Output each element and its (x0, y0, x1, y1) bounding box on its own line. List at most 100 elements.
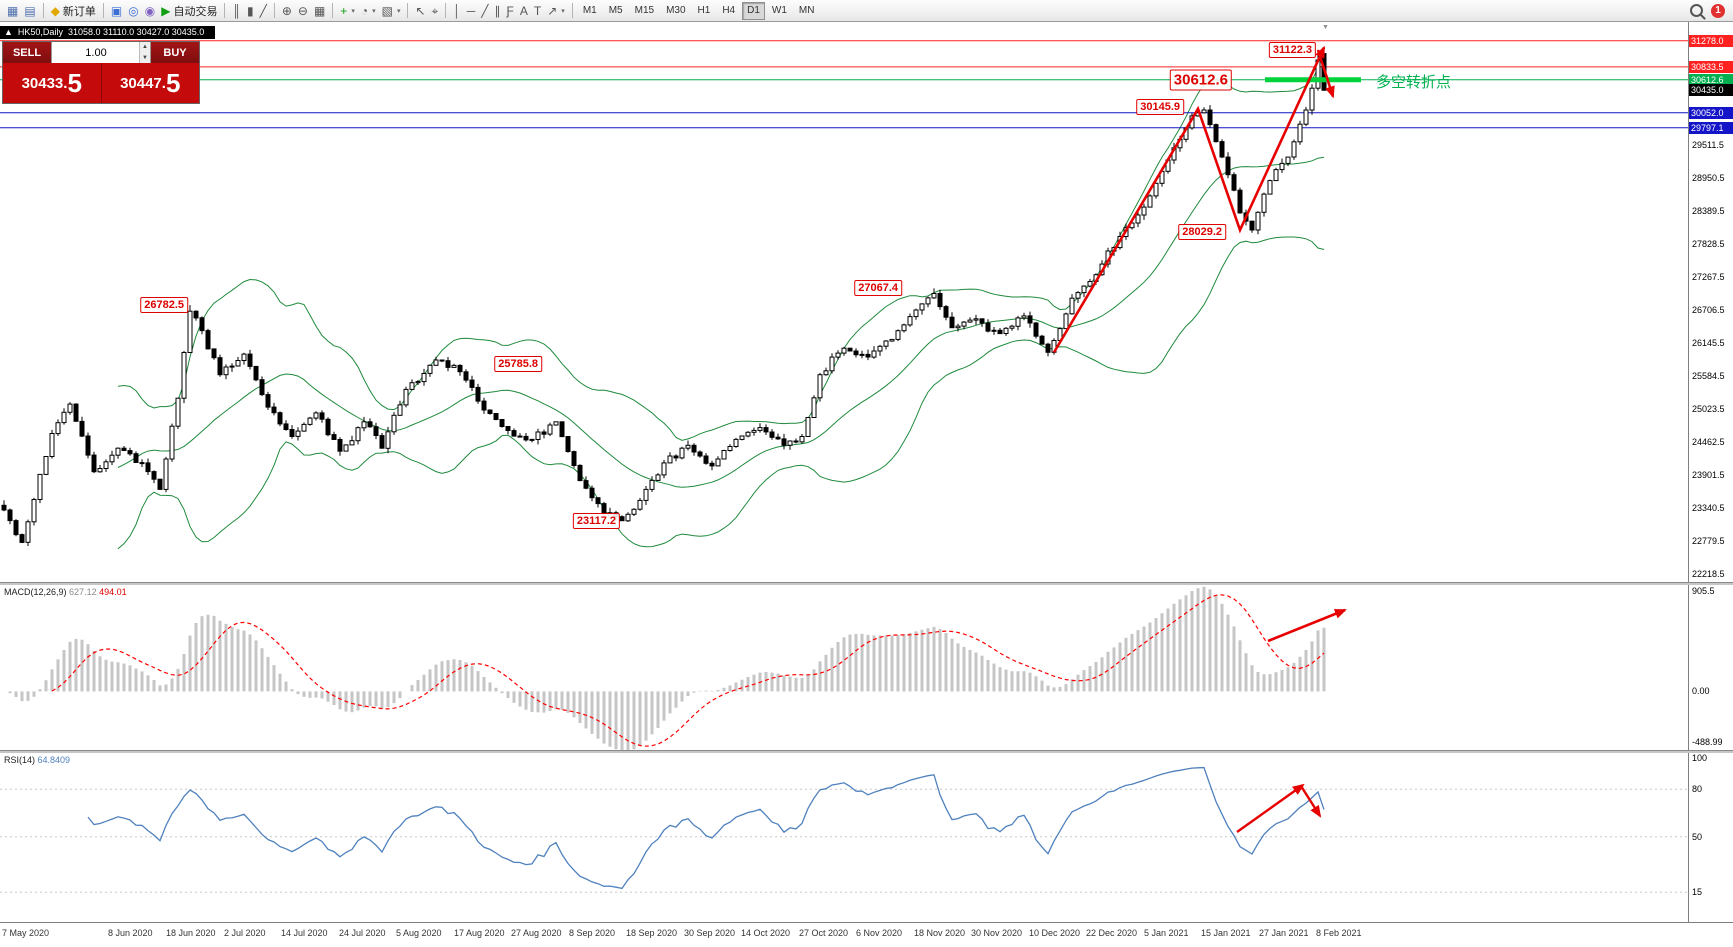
timeframe-d1[interactable]: D1 (742, 1, 765, 20)
auto-trading-button-label: 自动交易 (173, 5, 218, 18)
candle-body (763, 427, 769, 433)
candle-body (1207, 109, 1213, 126)
rsi-annotation-arrow[interactable] (1299, 785, 1322, 818)
panel-separator[interactable] (0, 582, 1733, 585)
cursor-icon[interactable]: ↖ (412, 2, 428, 20)
template-icon: ▧ (381, 3, 393, 18)
timeframe-w1[interactable]: W1 (771, 4, 787, 16)
candle-body (787, 440, 793, 446)
insert-indicator-icon[interactable]: + ▾ (337, 2, 358, 20)
level-price-label: 29797.1 (1689, 122, 1733, 134)
data-window-icon[interactable]: ◎ (125, 2, 141, 20)
bar-chart-icon[interactable]: ║ (229, 2, 244, 20)
buy-button[interactable]: BUY (151, 42, 199, 63)
time-axis-label: 2 Jul 2020 (224, 928, 266, 938)
candle-body (949, 316, 955, 329)
period-selector-icon[interactable]: ◔ ▾ (358, 2, 379, 20)
crosshair-icon[interactable]: ⌖ (429, 2, 442, 20)
candle-body (703, 455, 709, 464)
arrows-icon-caret[interactable]: ▾ (561, 7, 565, 15)
sell-button[interactable]: SELL (3, 42, 51, 63)
price-callout[interactable]: 27067.4 (854, 280, 902, 296)
vertical-line-icon: │ (453, 3, 461, 18)
vertical-line-icon[interactable]: │ (450, 2, 464, 20)
main-chart-canvas[interactable] (0, 22, 1688, 582)
price-callout[interactable]: 30612.6 (1169, 69, 1232, 91)
line-chart-icon[interactable]: ╱ (257, 2, 270, 20)
new-order-button[interactable]: ◆ 新订单 (48, 2, 99, 20)
volume-input[interactable] (52, 42, 150, 63)
oneclick-collapse-icon[interactable]: ▲ (4, 27, 13, 37)
timeframe-m30[interactable]: M30 (666, 4, 686, 16)
timeframe-h4[interactable]: H4 (722, 4, 736, 16)
equidistant-channel-icon[interactable]: ∥ (492, 2, 504, 20)
toolbar-separator (407, 3, 409, 18)
volume-increase-button[interactable]: ▲ (139, 42, 150, 53)
template-icon[interactable]: ▧ ▾ (379, 2, 404, 20)
horizontal-line-icon[interactable]: ─ (464, 2, 479, 20)
sell-price-button[interactable]: 30433. 5 (3, 63, 101, 103)
timeframe-h1[interactable]: H1 (697, 4, 711, 16)
panel-separator[interactable] (0, 750, 1733, 753)
chart-shift-marker[interactable]: ▼ (1322, 24, 1329, 31)
candlestick-chart-icon[interactable]: ▮ (244, 2, 257, 20)
time-axis[interactable]: 7 May 2020 8 Jun 2020 18 Jun 2020 2 Jul 202… (0, 922, 1733, 947)
new-chart-icon[interactable]: ▦ (4, 2, 21, 20)
timeframe-m5[interactable]: M5 (608, 4, 623, 16)
buy-price-button[interactable]: 30447. 5 (102, 63, 200, 103)
rsi-axis-label: 100 (1692, 753, 1708, 763)
template-icon-caret[interactable]: ▾ (396, 7, 401, 15)
search-icon[interactable] (1690, 4, 1703, 17)
candle-body (103, 461, 109, 469)
reversal-arrow[interactable] (1316, 49, 1335, 99)
rsi-chart-area[interactable]: RSI(14) 64.8409 (0, 753, 1688, 922)
price-axis[interactable]: 29511.5 28950.5 28389.5 27828.5 27267.5 26706… (1688, 22, 1733, 582)
timeframe-m15[interactable]: M15 (634, 4, 655, 16)
timeframe-m1[interactable]: M1 (582, 4, 597, 16)
rsi-axis[interactable]: 100 80 50 15 (1688, 753, 1733, 922)
notification-badge[interactable]: 1 (1711, 3, 1725, 18)
insert-indicator-icon-caret[interactable]: ▾ (351, 7, 355, 15)
macd-chart-area[interactable]: MACD(12,26,9) 627.12 494.01 (0, 585, 1688, 750)
price-callout[interactable]: 31122.3 (1268, 42, 1316, 58)
text-icon[interactable]: A (517, 2, 531, 20)
arrows-icon: ↗ (547, 3, 558, 18)
price-callout[interactable]: 23117.2 (572, 513, 620, 529)
candle-body (601, 503, 607, 514)
arrows-icon[interactable]: ↗ ▾ (544, 2, 568, 20)
chart-profiles-icon[interactable]: ▤ (21, 2, 38, 20)
timeframe-mn[interactable]: MN (798, 4, 815, 16)
candle-body (1027, 315, 1033, 324)
main-chart-area[interactable]: ▲ HK50,Daily 31058.0 31110.0 30427.0 30435… (0, 22, 1688, 582)
tile-windows-icon[interactable]: ▦ (311, 2, 328, 20)
auto-trading-button[interactable]: ▶ 自动交易 (158, 2, 220, 20)
trendline-icon[interactable]: ╱ (478, 2, 491, 20)
data-window-icon: ◎ (128, 3, 139, 18)
volume-decrease-button[interactable]: ▼ (139, 52, 150, 63)
price-callout[interactable]: 25785.8 (494, 356, 542, 372)
macd-axis[interactable]: 905.5 0.00 -488.99 (1688, 585, 1733, 750)
level-price-label: 30833.5 (1689, 61, 1733, 73)
navigator-icon[interactable]: ◉ (142, 2, 158, 20)
candle-body (295, 430, 301, 437)
price-callout[interactable]: 30145.9 (1136, 99, 1184, 115)
market-watch-icon[interactable]: ▣ (108, 2, 125, 20)
period-selector-icon-caret[interactable]: ▾ (372, 7, 376, 15)
trend-arrow-line[interactable] (1052, 45, 1326, 354)
turning-point-label[interactable]: 多空转折点 (1376, 74, 1452, 91)
rsi-axis-label: 50 (1692, 832, 1703, 842)
price-callout[interactable]: 28029.2 (1178, 224, 1226, 240)
macd-canvas[interactable] (0, 585, 1688, 750)
rsi-canvas[interactable] (0, 753, 1688, 922)
candle-body (247, 353, 253, 367)
zoom-in-icon[interactable]: ⊕ (279, 2, 295, 20)
candle-body (49, 433, 55, 457)
macd-annotation-arrow[interactable] (1267, 608, 1347, 643)
candle-body (901, 324, 907, 332)
zoom-out-icon[interactable]: ⊖ (295, 2, 311, 20)
fibonacci-icon[interactable]: Ƒ (504, 2, 517, 20)
rsi-annotation-arrow[interactable] (1236, 783, 1305, 833)
price-callout[interactable]: 26782.5 (140, 297, 188, 313)
candle-body (259, 379, 265, 396)
label-icon[interactable]: T (531, 2, 544, 20)
